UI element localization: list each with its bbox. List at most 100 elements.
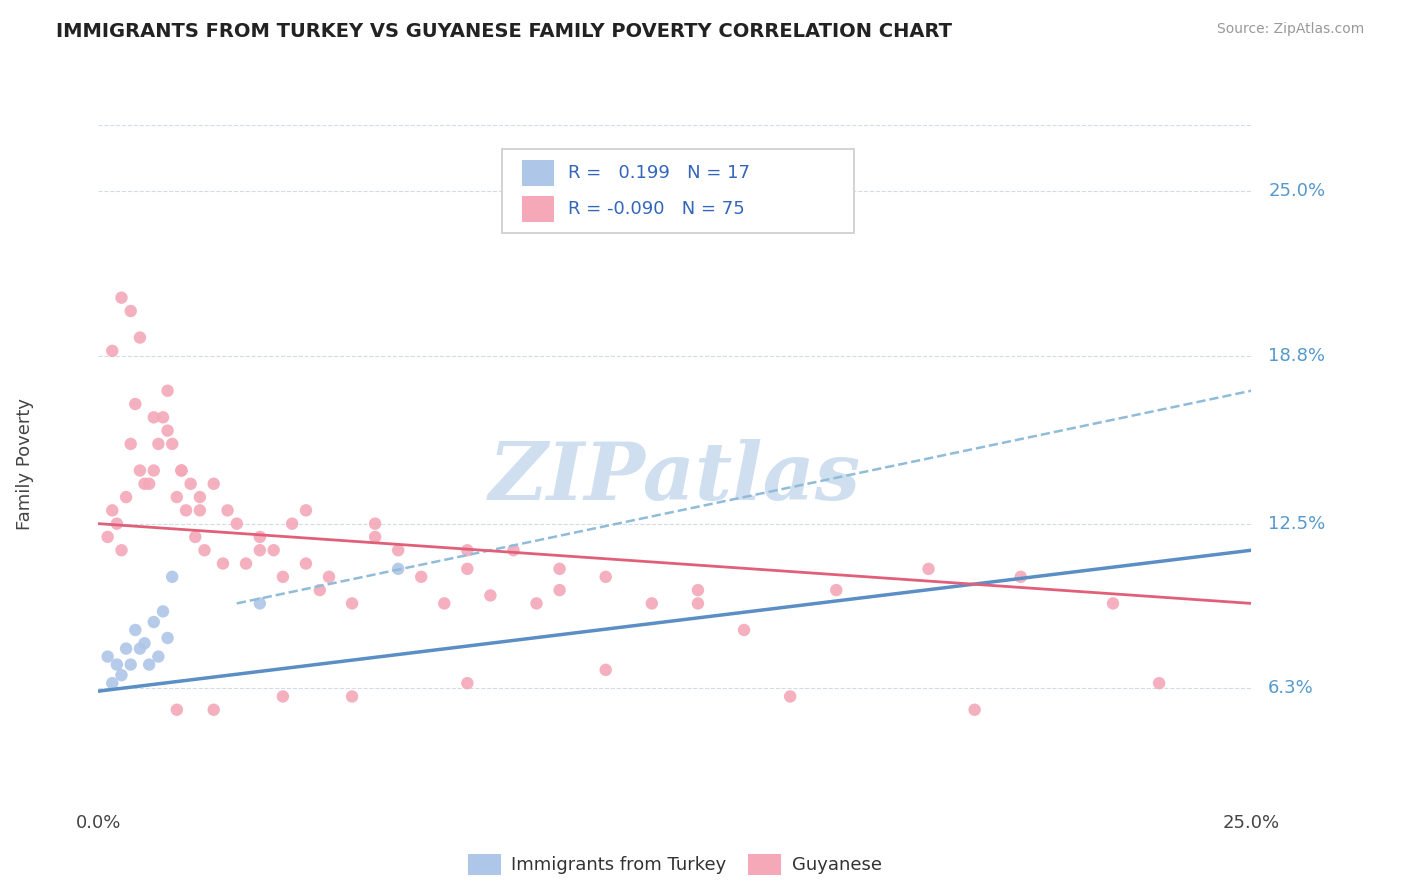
Point xyxy=(456,562,478,576)
Point xyxy=(249,596,271,610)
Point xyxy=(364,530,387,544)
Point xyxy=(433,596,456,610)
Point xyxy=(101,503,124,517)
Point xyxy=(548,562,571,576)
Point xyxy=(188,503,211,517)
Point xyxy=(184,530,207,544)
Point xyxy=(387,562,409,576)
Point xyxy=(212,557,235,571)
Point xyxy=(170,463,193,477)
Point xyxy=(193,543,215,558)
Point xyxy=(1102,596,1125,610)
Text: 18.8%: 18.8% xyxy=(1268,347,1326,365)
FancyBboxPatch shape xyxy=(522,196,554,222)
Point xyxy=(340,596,363,610)
Point xyxy=(295,557,318,571)
Point xyxy=(202,703,225,717)
Point xyxy=(166,490,188,504)
Point xyxy=(142,410,165,425)
Point xyxy=(595,570,617,584)
Point xyxy=(138,476,160,491)
Point xyxy=(364,516,387,531)
Point xyxy=(152,604,174,618)
Point xyxy=(160,570,183,584)
Text: IMMIGRANTS FROM TURKEY VS GUYANESE FAMILY POVERTY CORRELATION CHART: IMMIGRANTS FROM TURKEY VS GUYANESE FAMIL… xyxy=(56,22,952,41)
Point xyxy=(456,676,478,690)
Point xyxy=(779,690,801,704)
Point xyxy=(115,641,138,656)
Point xyxy=(479,589,502,603)
Point xyxy=(188,490,211,504)
Point xyxy=(142,463,165,477)
Point xyxy=(170,463,193,477)
FancyBboxPatch shape xyxy=(502,149,853,234)
Point xyxy=(110,668,132,682)
Point xyxy=(686,596,709,610)
Point xyxy=(166,703,188,717)
Point xyxy=(271,570,294,584)
Point xyxy=(281,516,304,531)
Text: Family Poverty: Family Poverty xyxy=(17,398,34,530)
Point xyxy=(110,543,132,558)
Text: 25.0%: 25.0% xyxy=(1268,182,1326,201)
Point xyxy=(129,463,152,477)
Point xyxy=(129,641,152,656)
Point xyxy=(174,503,197,517)
Point xyxy=(825,583,848,598)
Point xyxy=(249,530,271,544)
Point xyxy=(595,663,617,677)
Point xyxy=(124,397,146,411)
Legend: Immigrants from Turkey, Guyanese: Immigrants from Turkey, Guyanese xyxy=(461,847,889,882)
Point xyxy=(97,649,120,664)
Point xyxy=(156,631,179,645)
Point xyxy=(138,657,160,672)
Point xyxy=(917,562,939,576)
Point xyxy=(733,623,755,637)
Point xyxy=(263,543,285,558)
Point xyxy=(295,503,318,517)
FancyBboxPatch shape xyxy=(522,161,554,186)
Text: ZIPatlas: ZIPatlas xyxy=(489,439,860,516)
Point xyxy=(110,291,132,305)
Point xyxy=(318,570,340,584)
Point xyxy=(387,543,409,558)
Point xyxy=(963,703,986,717)
Point xyxy=(249,543,271,558)
Point xyxy=(115,490,138,504)
Point xyxy=(120,657,142,672)
Text: 6.3%: 6.3% xyxy=(1268,680,1315,698)
Point xyxy=(129,330,152,344)
Point xyxy=(134,636,156,650)
Point xyxy=(160,437,183,451)
Text: Source: ZipAtlas.com: Source: ZipAtlas.com xyxy=(1216,22,1364,37)
Point xyxy=(526,596,548,610)
Point xyxy=(502,543,524,558)
Point xyxy=(105,657,128,672)
Point xyxy=(180,476,202,491)
Point xyxy=(142,615,165,629)
Point xyxy=(148,437,170,451)
Point xyxy=(124,623,146,637)
Point xyxy=(235,557,257,571)
Point xyxy=(308,583,330,598)
Point xyxy=(120,437,142,451)
Point xyxy=(456,543,478,558)
Text: R =   0.199   N = 17: R = 0.199 N = 17 xyxy=(568,164,749,182)
Text: 12.5%: 12.5% xyxy=(1268,515,1326,533)
Point xyxy=(225,516,247,531)
Point xyxy=(152,410,174,425)
Point xyxy=(105,516,128,531)
Point xyxy=(156,424,179,438)
Point xyxy=(120,304,142,318)
Point xyxy=(217,503,239,517)
Point xyxy=(202,476,225,491)
Point xyxy=(156,384,179,398)
Text: R = -0.090   N = 75: R = -0.090 N = 75 xyxy=(568,200,744,218)
Point xyxy=(101,343,124,358)
Point xyxy=(271,690,294,704)
Point xyxy=(97,530,120,544)
Point xyxy=(1147,676,1170,690)
Point xyxy=(101,676,124,690)
Point xyxy=(641,596,664,610)
Point xyxy=(340,690,363,704)
